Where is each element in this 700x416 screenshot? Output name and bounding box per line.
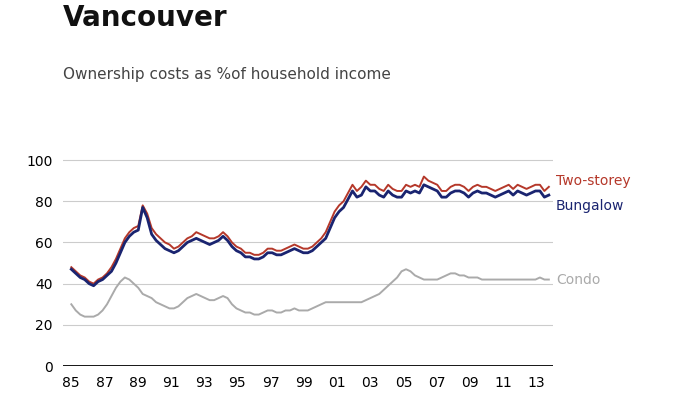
- Text: Two-storey: Two-storey: [556, 174, 631, 188]
- Text: Vancouver: Vancouver: [63, 4, 228, 32]
- Text: Condo: Condo: [556, 272, 600, 287]
- Text: Ownership costs as %of household income: Ownership costs as %of household income: [63, 67, 391, 82]
- Text: Bungalow: Bungalow: [556, 199, 624, 213]
